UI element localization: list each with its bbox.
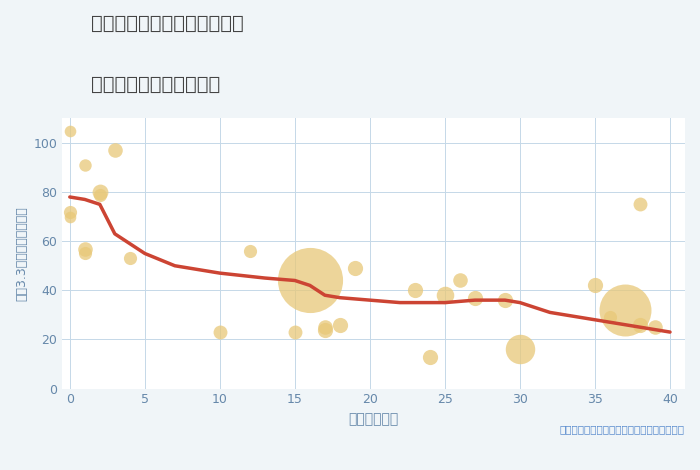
Point <box>454 277 466 284</box>
Point <box>634 321 645 329</box>
Text: 築年数別中古戸建て価格: 築年数別中古戸建て価格 <box>91 75 220 94</box>
Point <box>94 188 106 196</box>
Point <box>469 294 480 301</box>
Point <box>424 353 435 360</box>
Y-axis label: 坪（3.3㎡）単価（万円）: 坪（3.3㎡）単価（万円） <box>15 206 28 301</box>
Point <box>319 326 330 333</box>
Point <box>514 345 526 353</box>
Point <box>94 191 106 198</box>
Point <box>410 287 421 294</box>
Point <box>650 323 661 331</box>
Point <box>620 306 631 313</box>
Point <box>64 127 76 134</box>
Point <box>79 161 90 169</box>
Point <box>304 277 316 284</box>
Point <box>124 255 135 262</box>
Point <box>634 201 645 208</box>
Point <box>214 329 225 336</box>
Point <box>335 321 346 329</box>
Point <box>499 297 510 304</box>
X-axis label: 築年数（年）: 築年数（年） <box>349 412 399 426</box>
Text: 三重県四日市市楠町北一色の: 三重県四日市市楠町北一色の <box>91 14 244 33</box>
Point <box>64 208 76 215</box>
Point <box>64 213 76 220</box>
Point <box>589 282 601 289</box>
Point <box>79 245 90 252</box>
Point <box>349 265 360 272</box>
Point <box>319 323 330 331</box>
Point <box>440 291 451 299</box>
Point <box>244 247 256 255</box>
Text: 円の大きさは、取引のあった物件面積を示す: 円の大きさは、取引のあった物件面積を示す <box>560 423 685 434</box>
Point <box>109 147 120 154</box>
Point <box>79 250 90 257</box>
Point <box>604 313 615 321</box>
Point <box>289 329 300 336</box>
